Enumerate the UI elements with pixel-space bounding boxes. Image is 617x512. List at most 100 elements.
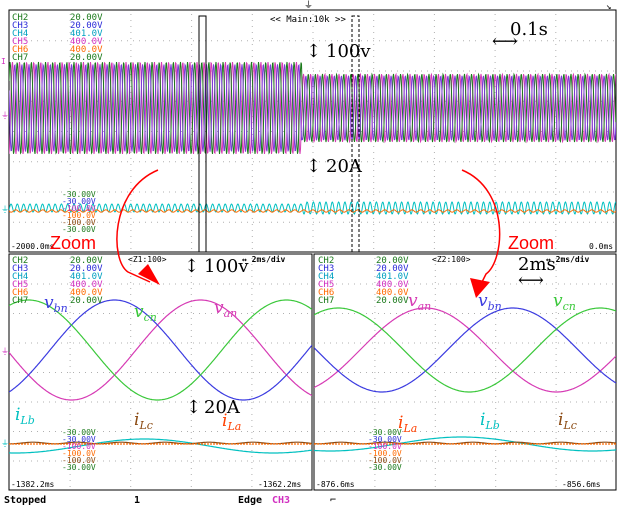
grid-dot bbox=[283, 313, 284, 314]
grid-dot bbox=[121, 372, 122, 373]
grid-dot bbox=[289, 221, 290, 223]
zoom-arrow-right-head bbox=[470, 278, 490, 298]
grid-dot bbox=[37, 283, 38, 285]
grid-dot bbox=[555, 38, 557, 39]
grid-dot bbox=[434, 288, 436, 289]
grid-dot bbox=[69, 236, 71, 237]
grid-dot bbox=[157, 131, 158, 132]
grid-dot bbox=[330, 372, 331, 373]
main-ch-name: CH5 bbox=[12, 37, 28, 47]
grid-dot bbox=[374, 468, 376, 469]
grid-dot bbox=[555, 486, 557, 487]
grid-dot bbox=[432, 313, 433, 314]
grid-dot bbox=[535, 70, 536, 72]
grid-dot bbox=[552, 283, 553, 285]
grid-dot bbox=[391, 221, 392, 223]
grid-dot bbox=[374, 372, 376, 373]
grid-dot bbox=[73, 191, 74, 193]
grid-dot bbox=[433, 188, 435, 189]
grid-dot bbox=[313, 70, 314, 72]
grid-dot bbox=[157, 401, 158, 403]
grid-dot bbox=[384, 313, 385, 314]
grid-dot bbox=[130, 176, 132, 177]
grid-dot bbox=[157, 283, 158, 285]
z2-scale-value: -100.0V bbox=[368, 442, 402, 451]
grid-dot bbox=[343, 161, 344, 163]
zoom2-window-marker[interactable] bbox=[351, 15, 360, 253]
grid-dot bbox=[121, 161, 122, 163]
grid-dot bbox=[193, 372, 194, 373]
grid-dot bbox=[434, 480, 436, 481]
grid-dot bbox=[374, 432, 376, 433]
grid-dot bbox=[402, 313, 403, 314]
grid-dot bbox=[555, 390, 557, 391]
grid-dot bbox=[121, 431, 122, 432]
grid-dot bbox=[259, 401, 260, 403]
grid-dot bbox=[325, 70, 326, 72]
grid-dot bbox=[13, 401, 14, 403]
grid-dot bbox=[517, 131, 518, 132]
grid-dot bbox=[130, 348, 132, 349]
grid-dot bbox=[69, 402, 71, 403]
grid-dot bbox=[217, 131, 218, 132]
grid-dot bbox=[565, 40, 566, 42]
grid-dot bbox=[247, 191, 248, 193]
grid-dot bbox=[457, 70, 458, 72]
grid-dot bbox=[495, 348, 497, 349]
grid-dot bbox=[130, 152, 132, 153]
grid-dot bbox=[235, 401, 236, 403]
grid-dot bbox=[595, 161, 596, 163]
grid-dot bbox=[103, 161, 104, 163]
grid-dot bbox=[193, 191, 194, 193]
ch-marker-1: I bbox=[1, 57, 6, 66]
corner-arrow-icon: ↘ bbox=[606, 2, 611, 12]
zoom1-window-marker[interactable] bbox=[198, 15, 207, 253]
zoom1-voltage-scale: 100v bbox=[204, 256, 249, 277]
grid-dot bbox=[606, 372, 607, 373]
grid-dot bbox=[241, 401, 242, 403]
grid-dot bbox=[191, 50, 193, 51]
grid-dot bbox=[384, 460, 385, 462]
grid-dot bbox=[109, 70, 110, 72]
grid-dot bbox=[190, 312, 192, 313]
grid-dot bbox=[432, 460, 433, 462]
grid-dot bbox=[494, 56, 496, 57]
grid-dot bbox=[558, 283, 559, 285]
grid-dot bbox=[510, 401, 511, 403]
zoom1-channel-list: CH2 20.00V CH3 20.00V CH4 401.0V CH5 400… bbox=[12, 256, 103, 306]
grid-dot bbox=[510, 460, 511, 462]
grid-dot bbox=[613, 161, 614, 163]
z2-scale-value: -30.00V bbox=[368, 435, 402, 444]
grid-dot bbox=[43, 460, 44, 462]
grid-dot bbox=[434, 408, 436, 409]
grid-dot bbox=[139, 431, 140, 432]
grid-dot bbox=[191, 32, 193, 33]
grid-dot bbox=[265, 40, 266, 42]
grid-dot bbox=[403, 161, 404, 163]
grid-dot bbox=[127, 431, 128, 432]
trigger-source[interactable]: CH3 bbox=[272, 495, 291, 506]
grid-dot bbox=[223, 283, 224, 285]
grid-dot bbox=[157, 431, 158, 432]
grid-dot bbox=[434, 462, 436, 463]
grid-dot bbox=[190, 414, 192, 415]
grid-dot bbox=[19, 221, 20, 223]
trigger-mode[interactable]: Edge bbox=[238, 495, 263, 506]
grid-dot bbox=[312, 158, 314, 159]
z1-ch-name: CH5 bbox=[12, 280, 28, 290]
grid-dot bbox=[253, 372, 254, 373]
grid-dot bbox=[420, 460, 421, 462]
grid-dot bbox=[397, 221, 398, 223]
grid-dot bbox=[523, 70, 524, 72]
grid-dot bbox=[130, 224, 132, 225]
grid-dot bbox=[67, 40, 68, 42]
grid-dot bbox=[130, 242, 132, 243]
grid-dot bbox=[552, 431, 553, 432]
grid-dot bbox=[313, 191, 314, 193]
grid-dot bbox=[373, 218, 375, 219]
grid-dot bbox=[251, 300, 253, 301]
grid-dot bbox=[69, 330, 71, 331]
z1-ch-value: 20.00V bbox=[70, 296, 103, 306]
grid-dot bbox=[43, 372, 44, 373]
grid-dot bbox=[69, 462, 71, 463]
